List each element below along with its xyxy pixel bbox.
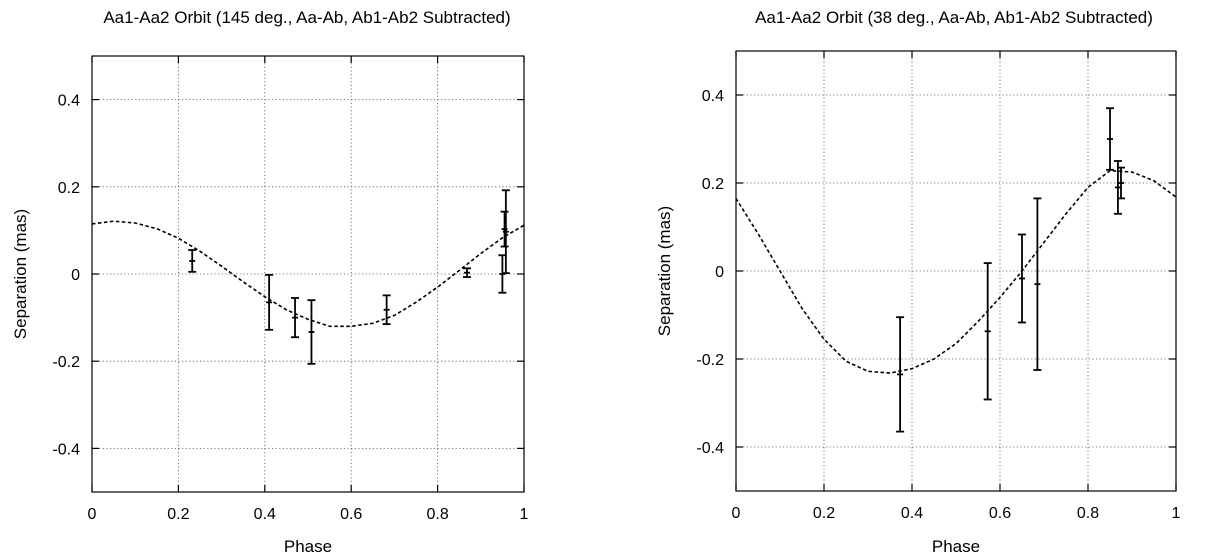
y-tick-label: 0.4 (58, 93, 80, 110)
data-point (382, 294, 391, 326)
y-tick-label: 0.2 (702, 176, 724, 193)
y-axis-label: Separation (mas) (11, 209, 30, 339)
x-tick-label: 0.6 (989, 505, 1011, 522)
data-point (983, 262, 992, 401)
y-tick-label: -0.4 (696, 440, 724, 457)
x-tick-label: 0.6 (340, 506, 362, 523)
data-point (265, 273, 274, 331)
x-tick-label: 1 (520, 506, 529, 523)
axis-ticks: 0 0.2 0.4 0.6 0.8 1 -0.4 -0.2 0 0.2 0.4 (696, 51, 1181, 522)
x-tick-label: 0.2 (167, 506, 189, 523)
x-tick-label: 0.8 (1077, 505, 1099, 522)
chart-right: Aa1-Aa2 Orbit (38 deg., Aa-Ab, Ab1-Ab2 S… (655, 8, 1181, 556)
model-curve (735, 169, 1177, 374)
data-point (462, 267, 471, 278)
y-tick-label: 0 (715, 264, 724, 281)
data-point (1033, 197, 1042, 371)
x-axis-label: Phase (932, 537, 980, 556)
y-tick-label: -0.4 (52, 441, 80, 458)
data-point (291, 297, 300, 339)
model-curve-line (91, 220, 525, 328)
x-axis-label: Phase (284, 537, 332, 556)
data-points (896, 107, 1125, 433)
grid (736, 51, 1176, 491)
data-point (188, 249, 197, 273)
y-axis-label: Separation (mas) (655, 206, 674, 336)
y-tick-label: -0.2 (696, 352, 724, 369)
data-point (1018, 233, 1026, 324)
y-tick-label: 0 (71, 267, 80, 284)
data-point (501, 189, 510, 275)
x-tick-label: 0.4 (254, 506, 276, 523)
data-point (307, 299, 316, 365)
data-point (1106, 107, 1114, 171)
x-tick-label: 0.2 (813, 505, 835, 522)
x-tick-label: 0 (732, 505, 741, 522)
chart-title: Aa1-Aa2 Orbit (38 deg., Aa-Ab, Ab1-Ab2 S… (755, 8, 1153, 27)
y-tick-label: -0.2 (52, 354, 80, 371)
model-curve (91, 220, 525, 328)
y-tick-label: 0.4 (702, 88, 724, 105)
chart-left: Aa1-Aa2 Orbit (145 deg., Aa-Ab, Ab1-Ab2 … (11, 8, 529, 556)
data-point (896, 316, 905, 433)
grid (92, 56, 524, 492)
y-tick-label: 0.2 (58, 180, 80, 197)
x-tick-label: 1 (1172, 505, 1181, 522)
axis-ticks: 0 0.2 0.4 0.6 0.8 1 -0.4 -0.2 0 0.2 0.4 (52, 56, 529, 523)
x-tick-label: 0.4 (901, 505, 923, 522)
data-point (1117, 166, 1125, 200)
data-point (1113, 160, 1122, 215)
x-tick-label: 0.8 (426, 506, 448, 523)
chart-title: Aa1-Aa2 Orbit (145 deg., Aa-Ab, Ab1-Ab2 … (103, 8, 510, 27)
model-curve-line (735, 169, 1177, 374)
data-point (500, 210, 509, 248)
x-tick-label: 0 (88, 506, 97, 523)
data-points (188, 189, 510, 365)
